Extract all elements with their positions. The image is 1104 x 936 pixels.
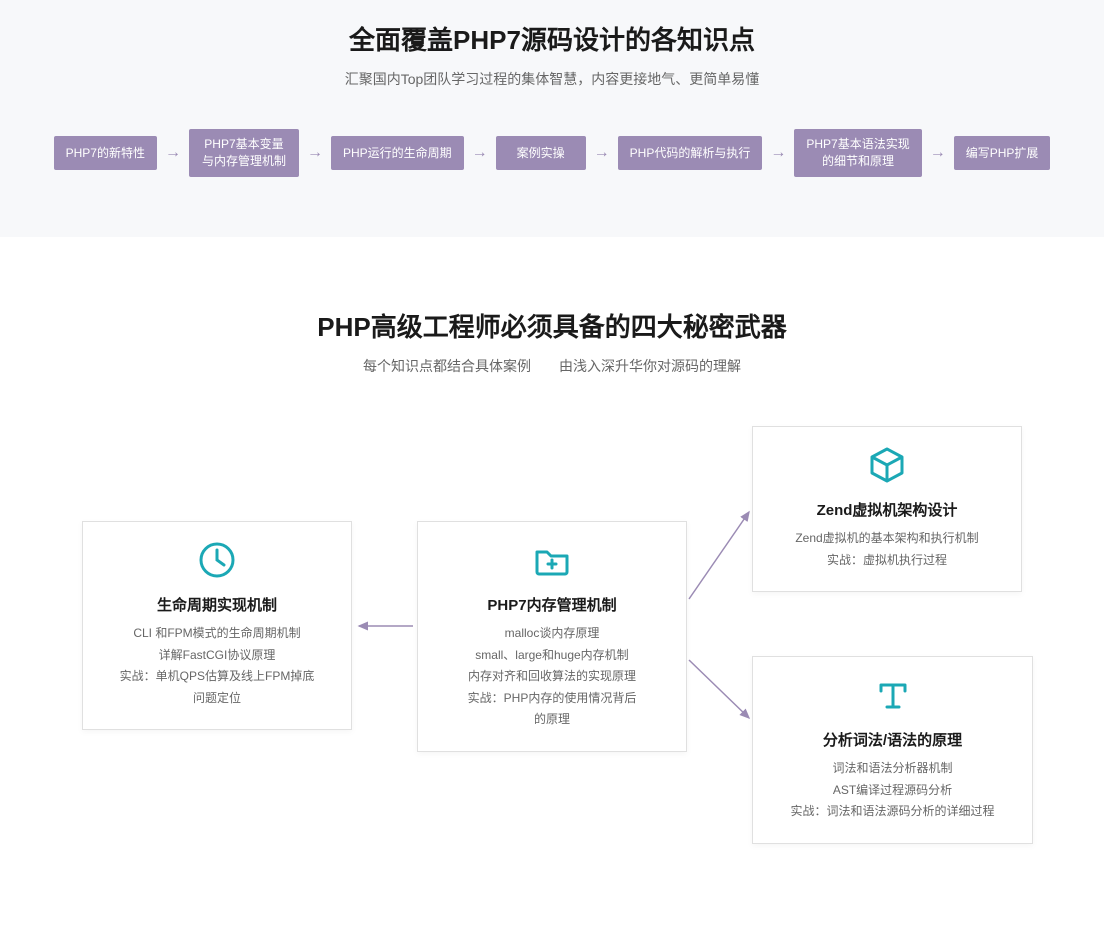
card-title: 分析词法/语法的原理	[769, 729, 1016, 750]
card-title: 生命周期实现机制	[99, 594, 335, 615]
clock-icon	[197, 540, 237, 580]
section2-subtitle: 每个知识点都结合具体案例 由浅入深升华你对源码的理解	[0, 356, 1104, 376]
text-icon	[873, 675, 913, 715]
card-bottomRight: 分析词法/语法的原理词法和语法分析器机制AST编译过程源码分析实战：词法和语法源…	[752, 656, 1033, 844]
flow-step: PHP运行的生命周期	[331, 136, 464, 170]
card-left: 生命周期实现机制 CLI 和FPM模式的生命周期机制详解FastCGI协议原理实战…	[82, 521, 352, 730]
card-title: Zend虚拟机架构设计	[769, 499, 1005, 520]
arrow-right-icon: →	[307, 144, 323, 162]
card-body: CLI 和FPM模式的生命周期机制详解FastCGI协议原理实战：单机QPS估算…	[99, 623, 335, 709]
section1-title: 全面覆盖PHP7源码设计的各知识点	[0, 20, 1104, 57]
diagram-arrow	[683, 506, 755, 605]
flow-step: 案例实操	[496, 136, 586, 170]
section-weapons: PHP高级工程师必须具备的四大秘密武器 每个知识点都结合具体案例 由浅入深升华你…	[0, 237, 1104, 936]
flow-step: PHP7基本变量与内存管理机制	[189, 129, 299, 177]
diagram-arrow	[353, 620, 419, 632]
card-topRight: Zend虚拟机架构设计 Zend虚拟机的基本架构和执行机制实战：虚拟机执行过程	[752, 426, 1022, 592]
card-title: PHP7内存管理机制	[434, 594, 670, 615]
section-coverage: 全面覆盖PHP7源码设计的各知识点 汇聚国内Top团队学习过程的集体智慧，内容更…	[0, 0, 1104, 237]
arrow-right-icon: →	[770, 144, 786, 162]
section1-subtitle: 汇聚国内Top团队学习过程的集体智慧，内容更接地气、更简单易懂	[0, 69, 1104, 89]
arrow-right-icon: →	[594, 144, 610, 162]
flow-step: PHP7的新特性	[54, 136, 157, 170]
card-body: malloc谈内存原理small、large和huge内存机制内存对齐和回收算法…	[434, 623, 670, 731]
folder-icon	[532, 540, 572, 580]
cube-icon	[867, 445, 907, 485]
flow-step: 编写PHP扩展	[954, 136, 1051, 170]
card-body: 词法和语法分析器机制AST编译过程源码分析实战：词法和语法源码分析的详细过程	[769, 758, 1016, 823]
card-center: PHP7内存管理机制 malloc谈内存原理small、large和huge内存机…	[417, 521, 687, 752]
flow-row: PHP7的新特性 → PHP7基本变量与内存管理机制 → PHP运行的生命周期 → 案例实操…	[0, 129, 1104, 177]
diagram-canvas: 生命周期实现机制 CLI 和FPM模式的生命周期机制详解FastCGI协议原理实战…	[22, 416, 1082, 866]
flow-step: PHP代码的解析与执行	[618, 136, 763, 170]
arrow-right-icon: →	[472, 144, 488, 162]
arrow-right-icon: →	[930, 144, 946, 162]
flow-step: PHP7基本语法实现的细节和原理	[794, 129, 921, 177]
diagram-arrow	[683, 654, 755, 724]
card-body: Zend虚拟机的基本架构和执行机制实战：虚拟机执行过程	[769, 528, 1005, 571]
section2-title: PHP高级工程师必须具备的四大秘密武器	[0, 307, 1104, 344]
arrow-right-icon: →	[165, 144, 181, 162]
